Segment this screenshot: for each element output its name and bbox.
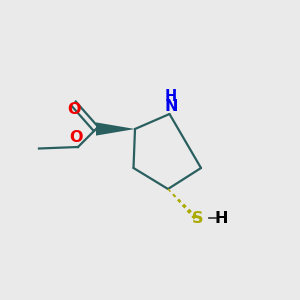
Polygon shape [96,122,135,136]
Text: O: O [70,130,83,146]
Text: S: S [192,211,204,226]
Text: H: H [165,89,177,104]
Text: H: H [215,211,228,226]
Text: N: N [164,99,178,114]
Text: O: O [67,102,80,117]
